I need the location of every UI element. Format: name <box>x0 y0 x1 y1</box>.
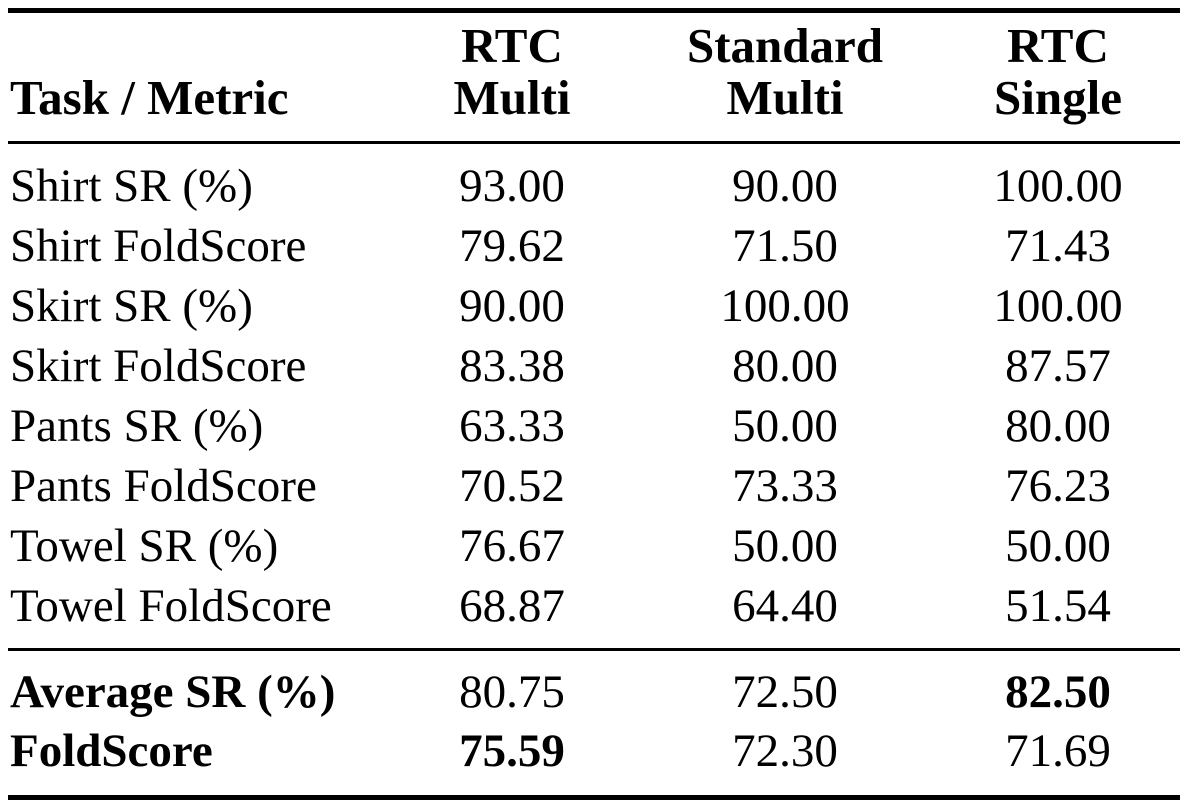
cell-rtc-single: 71.69 <box>1005 725 1111 777</box>
cell-rtc-multi: 80.75 <box>459 666 565 718</box>
cell-rtc-multi: 63.33 <box>459 400 565 452</box>
cell-rtc-multi: 83.38 <box>459 340 565 392</box>
cell-rtc-single: 51.54 <box>1005 580 1111 632</box>
table-row: Pants FoldScore 70.52 73.33 76.23 <box>0 456 1186 516</box>
cell-standard-multi: 73.33 <box>732 460 838 512</box>
cell-rtc-multi: 79.62 <box>459 220 565 272</box>
cell-standard-multi: 100.00 <box>720 280 850 332</box>
table-row: Skirt FoldScore 83.38 80.00 87.57 <box>0 336 1186 396</box>
cell-standard-multi: 80.00 <box>732 340 838 392</box>
cell-rtc-multi: 70.52 <box>459 460 565 512</box>
row-label: Towel FoldScore <box>10 580 332 632</box>
cell-standard-multi: 72.50 <box>732 666 838 718</box>
cell-rtc-multi-best: 75.59 <box>459 725 565 777</box>
header-standard-multi-line1: Standard <box>686 18 884 73</box>
header-rtc-single-line1: RTC <box>1007 18 1109 73</box>
summary-rule <box>8 648 1180 651</box>
cell-rtc-single-best: 82.50 <box>1005 666 1111 718</box>
row-label: FoldScore <box>10 725 213 777</box>
table-row: Shirt SR (%) 93.00 90.00 100.00 <box>0 156 1186 216</box>
cell-rtc-single: 50.00 <box>1005 520 1111 572</box>
header-rtc-multi-line2: Multi <box>453 70 571 125</box>
header-standard-multi-line2: Multi <box>726 70 844 125</box>
header-rtc-single-line2: Single <box>994 70 1122 125</box>
table-row: Towel SR (%) 76.67 50.00 50.00 <box>0 516 1186 576</box>
cell-rtc-single: 71.43 <box>1005 220 1111 272</box>
table-row: Towel FoldScore 68.87 64.40 51.54 <box>0 576 1186 636</box>
header-rtc-multi-line1: RTC <box>461 18 563 73</box>
header-task-metric: Task / Metric <box>10 70 289 125</box>
row-label: Skirt FoldScore <box>10 340 307 392</box>
cell-rtc-multi: 68.87 <box>459 580 565 632</box>
header-rtc-multi: RTC Multi <box>362 20 662 124</box>
table-row: Pants SR (%) 63.33 50.00 80.00 <box>0 396 1186 456</box>
cell-standard-multi: 71.50 <box>732 220 838 272</box>
cell-rtc-multi: 90.00 <box>459 280 565 332</box>
cell-standard-multi: 50.00 <box>732 520 838 572</box>
row-label: Skirt SR (%) <box>10 280 253 332</box>
header-rtc-single: RTC Single <box>908 20 1186 124</box>
row-label: Pants FoldScore <box>10 460 317 512</box>
header-standard-multi: Standard Multi <box>635 20 935 124</box>
summary-row-foldscore: FoldScore 75.59 72.30 71.69 <box>0 721 1186 781</box>
cell-standard-multi: 64.40 <box>732 580 838 632</box>
row-label: Towel SR (%) <box>10 520 279 572</box>
cell-rtc-multi: 93.00 <box>459 160 565 212</box>
summary-row-average-sr: Average SR (%) 80.75 72.50 82.50 <box>0 662 1186 722</box>
cell-standard-multi: 90.00 <box>732 160 838 212</box>
cell-standard-multi: 50.00 <box>732 400 838 452</box>
table-row: Skirt SR (%) 90.00 100.00 100.00 <box>0 276 1186 336</box>
cell-rtc-multi: 76.67 <box>459 520 565 572</box>
cell-standard-multi: 72.30 <box>732 725 838 777</box>
cell-rtc-single: 100.00 <box>993 280 1123 332</box>
top-rule <box>8 8 1180 13</box>
table-row: Shirt FoldScore 79.62 71.50 71.43 <box>0 216 1186 276</box>
cell-rtc-single: 80.00 <box>1005 400 1111 452</box>
header-rule <box>8 141 1180 144</box>
row-label: Pants SR (%) <box>10 400 264 452</box>
cell-rtc-single: 87.57 <box>1005 340 1111 392</box>
row-label: Shirt SR (%) <box>10 160 253 212</box>
row-label: Average SR (%) <box>10 666 336 718</box>
cell-rtc-single: 76.23 <box>1005 460 1111 512</box>
bottom-rule <box>8 795 1180 800</box>
cell-rtc-single: 100.00 <box>993 160 1123 212</box>
row-label: Shirt FoldScore <box>10 220 307 272</box>
